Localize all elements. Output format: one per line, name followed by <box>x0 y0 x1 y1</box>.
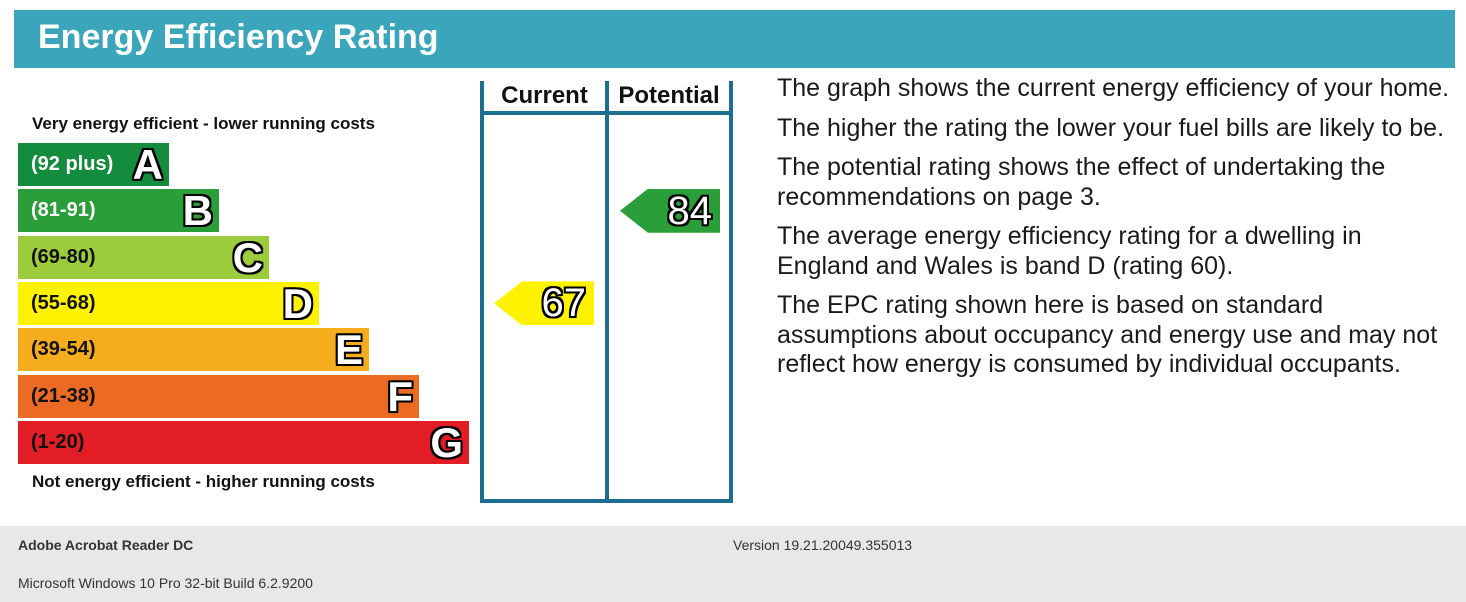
band-range-label: (39-54) <box>31 338 96 361</box>
column-bottom-rule <box>480 499 733 503</box>
chart-title: Energy Efficiency Rating <box>38 18 439 56</box>
column-divider-right <box>729 81 733 503</box>
rating-arrow-current: 67 <box>494 281 594 326</box>
bottom-note: Not energy efficient - higher running co… <box>32 472 375 491</box>
band-range-label: (1-20) <box>31 430 85 453</box>
description-paragraph: The graph shows the current energy effic… <box>777 74 1450 102</box>
band-range-label: (69-80) <box>31 245 96 268</box>
band-letter: E <box>334 326 363 374</box>
band-range-label: (81-91) <box>31 199 96 222</box>
band-f: (21-38) F <box>18 372 419 420</box>
band-range-label: (55-68) <box>31 291 96 314</box>
chart-header: Energy Efficiency Rating <box>14 10 1455 68</box>
top-note: Very energy efficient - lower running co… <box>32 114 375 133</box>
column-header-rule <box>480 111 733 115</box>
description-paragraph: The potential rating shows the effect of… <box>777 153 1386 211</box>
band-letter: B <box>182 187 213 235</box>
band-letter: G <box>430 418 463 466</box>
band-a: (92 plus) A <box>18 141 169 188</box>
footer-os: Microsoft Windows 10 Pro 32-bit Build 6.… <box>18 575 313 591</box>
description: The graph shows the current energy effic… <box>777 74 1457 390</box>
band-b: (81-91) B <box>18 187 219 235</box>
band-e: (39-54) E <box>18 326 369 374</box>
footer-app-name: Adobe Acrobat Reader DC <box>18 537 194 553</box>
rating-value-current: 67 <box>541 281 587 326</box>
band-letter: F <box>387 372 413 420</box>
rating-arrow-potential: 84 <box>620 188 720 233</box>
band-range-label: (92 plus) <box>31 153 114 175</box>
column-divider-left <box>480 81 484 503</box>
rating-value-potential: 84 <box>667 188 713 233</box>
description-paragraph: The higher the rating the lower your fue… <box>777 113 1445 142</box>
column-header-potential: Potential <box>618 82 720 109</box>
column-header-current: Current <box>501 82 588 109</box>
band-range-label: (21-38) <box>31 384 96 407</box>
description-paragraph: The EPC rating shown here is based on st… <box>777 291 1438 378</box>
band-g: (1-20) G <box>18 418 469 466</box>
column-divider-middle <box>605 81 609 503</box>
band-letter: C <box>232 233 263 281</box>
band-letter: D <box>282 279 313 327</box>
band-d: (55-68) D <box>18 279 319 327</box>
footer-version: Version 19.21.20049.355013 <box>733 537 913 553</box>
description-paragraph: The average energy efficiency rating for… <box>777 222 1362 280</box>
band-c: (69-80) C <box>18 233 269 281</box>
band-letter: A <box>132 141 163 188</box>
app-footer: Adobe Acrobat Reader DC Version 19.21.20… <box>0 526 1466 602</box>
